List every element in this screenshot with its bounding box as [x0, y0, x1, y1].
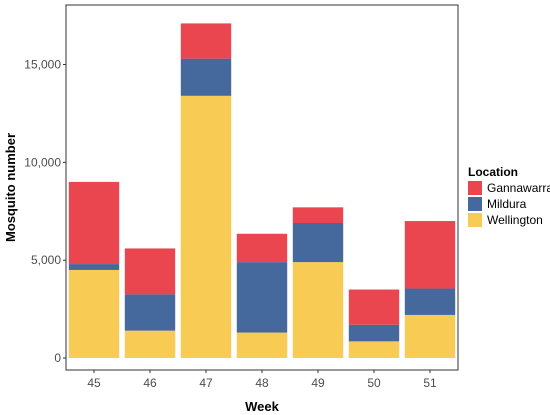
- x-tick-label: 46: [143, 376, 157, 390]
- bars-group: [68, 23, 456, 358]
- legend-label-gannawarra: Gannawarra: [487, 181, 550, 195]
- bar-segment-wellington-week-50: [348, 341, 400, 358]
- bar-segment-wellington-week-49: [292, 262, 344, 358]
- bar-segment-mildura-week-47: [180, 58, 232, 96]
- y-axis: 0 5,000 10,000 15,000: [24, 58, 66, 365]
- bar-segment-gannawarra-week-50: [348, 289, 400, 325]
- bar-segment-wellington-week-48: [236, 332, 288, 358]
- bar-segment-mildura-week-48: [236, 262, 288, 333]
- bar-segment-gannawarra-week-46: [124, 248, 176, 295]
- bar-segment-mildura-week-51: [404, 288, 456, 315]
- y-tick-label: 15,000: [24, 58, 61, 72]
- x-tick-label: 48: [255, 376, 269, 390]
- bar-segment-wellington-week-47: [180, 95, 232, 358]
- x-tick-label: 45: [87, 376, 101, 390]
- y-tick-label: 10,000: [24, 155, 61, 169]
- legend-swatch-wellington: [468, 213, 482, 227]
- x-axis-title: Week: [245, 399, 279, 414]
- legend-swatch-mildura: [468, 197, 482, 211]
- bar-segment-mildura-week-46: [124, 294, 176, 331]
- legend: Location Gannawarra Mildura Wellington: [468, 165, 550, 227]
- legend-label-mildura: Mildura: [487, 197, 527, 211]
- bar-segment-mildura-week-50: [348, 324, 400, 342]
- bar-segment-wellington-week-51: [404, 314, 456, 358]
- bar-segment-gannawarra-week-45: [68, 181, 120, 265]
- y-tick-label: 5,000: [31, 253, 61, 267]
- bar-segment-gannawarra-week-47: [180, 23, 232, 59]
- bar-segment-wellington-week-46: [124, 330, 176, 358]
- legend-swatch-gannawarra: [468, 181, 482, 195]
- x-tick-label: 49: [311, 376, 325, 390]
- bar-segment-mildura-week-45: [68, 264, 120, 270]
- bar-segment-gannawarra-week-49: [292, 207, 344, 223]
- x-tick-label: 50: [367, 376, 381, 390]
- x-axis: 45 46 47 48 49 50 51: [87, 370, 437, 390]
- bar-segment-wellington-week-45: [68, 269, 120, 358]
- legend-label-wellington: Wellington: [487, 213, 543, 227]
- y-tick-label: 0: [54, 351, 61, 365]
- legend-title: Location: [468, 165, 518, 179]
- bar-segment-mildura-week-49: [292, 222, 344, 263]
- y-axis-title: Mosquito number: [3, 133, 18, 242]
- bar-segment-gannawarra-week-51: [404, 221, 456, 289]
- x-tick-label: 51: [423, 376, 437, 390]
- bar-segment-gannawarra-week-48: [236, 233, 288, 263]
- x-tick-label: 47: [199, 376, 213, 390]
